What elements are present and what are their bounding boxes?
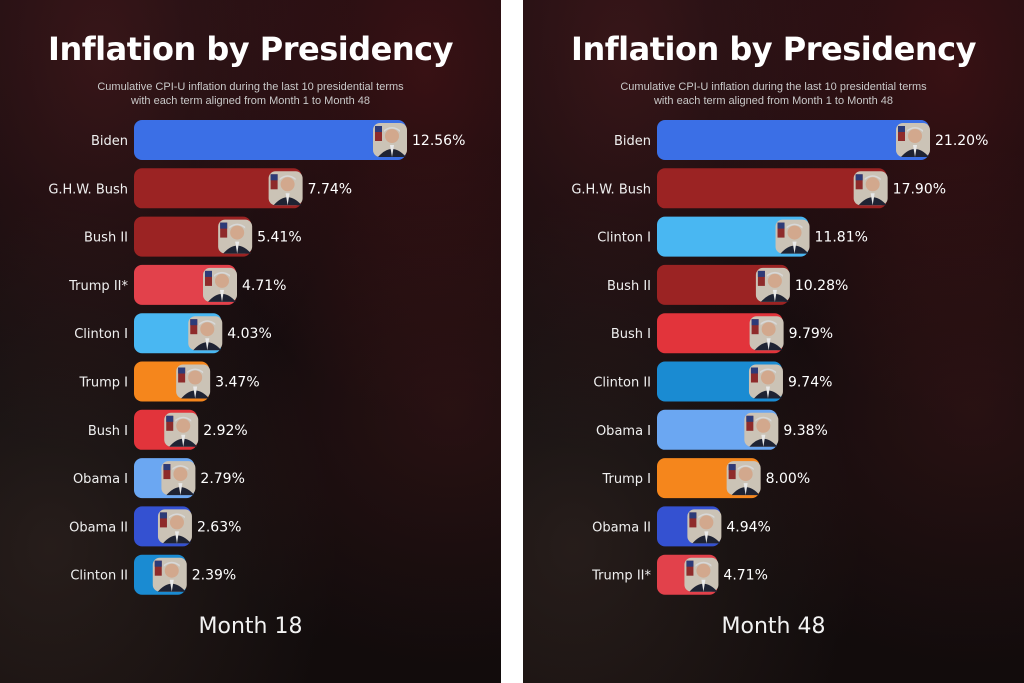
value-label: 3.47% [215,375,259,391]
value-label: 4.71% [242,278,286,294]
value-label: 2.92% [203,423,247,439]
portrait-icon [161,461,196,496]
chart-panel-month-48: Inflation by Presidency Cumulative CPI-U… [523,0,1024,683]
value-label: 2.79% [200,471,244,487]
chart-panel-month-18: Inflation by Presidency Cumulative CPI-U… [0,0,501,683]
portrait-icon [218,219,253,254]
category-label: Bush I [611,327,651,342]
value-label: 2.39% [192,568,236,584]
portrait-icon [687,509,722,544]
subtitle-line-1: Cumulative CPI-U inflation during the la… [97,81,404,93]
portrait-icon [896,123,930,157]
bar [657,120,929,160]
value-label: 8.00% [766,471,810,487]
value-label: 9.74% [788,375,832,391]
category-label: Trump II* [68,279,128,294]
category-label: Obama I [596,424,651,439]
category-label: Bush II [84,231,128,246]
value-label: 17.90% [893,181,946,197]
value-label: 10.28% [795,278,848,294]
portrait-icon [188,316,223,351]
portrait-icon [684,557,719,592]
chart-subtitle: Cumulative CPI-U inflation during the la… [563,80,984,108]
subtitle-line-2: with each term aligned from Month 1 to M… [130,95,371,107]
bar-chart: Biden 12.56% G.H.W. Bush 7.74% Bush II 5.41% T… [48,120,465,595]
category-label: Clinton II [70,569,128,584]
category-label: Bush II [607,279,651,294]
portrait-icon [748,364,783,399]
value-label: 4.71% [723,568,767,584]
category-label: Trump I [602,472,652,487]
bar [134,120,406,160]
value-label: 5.41% [257,230,301,246]
value-label: 7.74% [308,181,352,197]
category-label: Biden [614,134,651,149]
portrait-icon [726,461,761,496]
portrait-icon [373,123,407,157]
category-label: Obama I [73,472,128,487]
category-label: Obama II [592,520,651,535]
portrait-icon [152,557,187,592]
chart-subtitle: Cumulative CPI-U inflation during the la… [40,80,461,108]
value-label: 21.20% [935,133,988,149]
chart-title: Inflation by Presidency [571,30,976,68]
value-label: 4.94% [726,519,770,535]
portrait-icon [203,267,237,302]
portrait-icon [749,316,784,351]
portrait-icon [176,364,211,399]
category-label: Trump I [79,376,129,391]
value-label: 9.79% [789,326,833,342]
portrait-icon [755,267,790,302]
subtitle-line-1: Cumulative CPI-U inflation during the la… [620,81,927,93]
portrait-icon [268,171,303,206]
category-label: Obama II [69,520,128,535]
category-label: Trump II* [591,569,651,584]
category-label: Biden [91,134,128,149]
month-label: Month 48 [721,614,826,639]
bar [134,168,302,209]
portrait-icon [853,171,888,206]
chart-title: Inflation by Presidency [48,30,453,68]
bar [657,216,809,257]
value-label: 12.56% [412,133,465,149]
value-label: 11.81% [815,230,868,246]
portrait-icon [164,412,199,447]
value-label: 4.03% [227,326,271,342]
value-label: 2.63% [197,519,241,535]
portrait-icon [744,412,779,447]
category-label: Clinton I [74,327,128,342]
value-label: 9.38% [783,423,827,439]
category-label: G.H.W. Bush [571,182,651,197]
category-label: Bush I [88,424,128,439]
month-label: Month 18 [198,614,303,639]
category-label: G.H.W. Bush [48,182,128,197]
bar [657,168,887,209]
category-label: Clinton II [593,376,651,391]
portrait-icon [775,219,810,254]
category-label: Clinton I [597,231,651,246]
portrait-icon [157,509,192,544]
subtitle-line-2: with each term aligned from Month 1 to M… [653,95,894,107]
bar-chart: Biden 21.20% G.H.W. Bush 17.90% Clinton I 11.… [571,120,988,595]
